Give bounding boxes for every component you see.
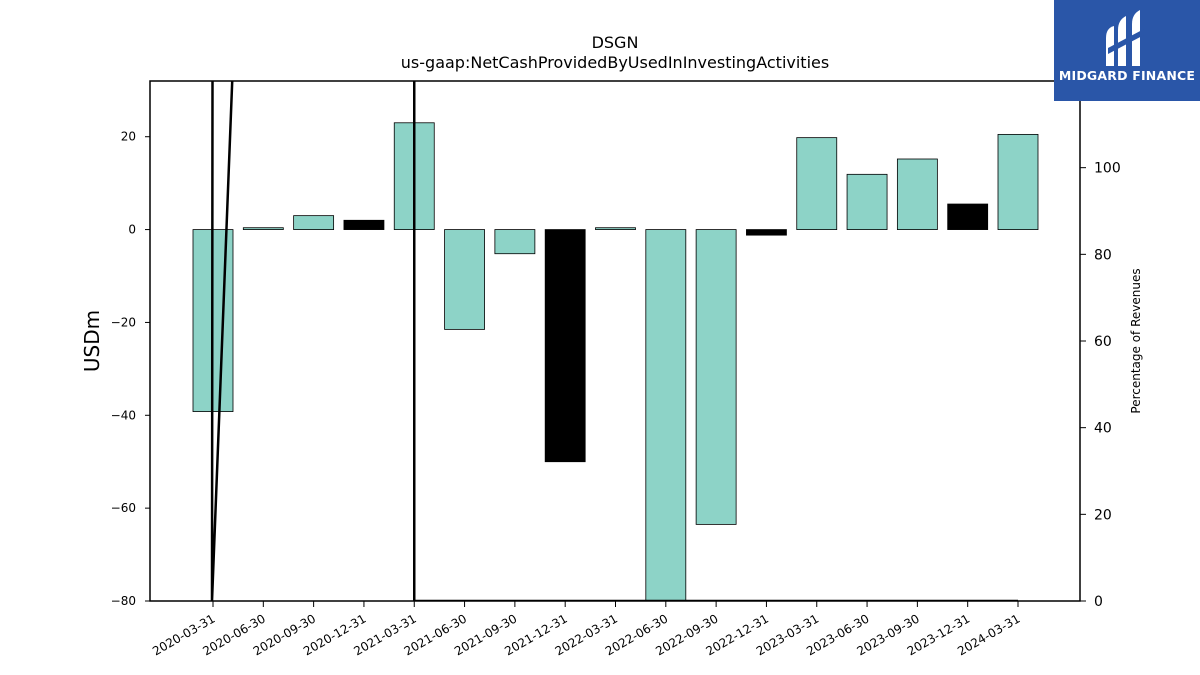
bar-2021-12-31: [544, 229, 586, 463]
y2-tick-label: 20: [1094, 507, 1112, 523]
bar-2021-06-30: [444, 229, 485, 330]
bar-2021-09-30: [494, 229, 536, 255]
bar-2020-12-31: [343, 219, 385, 230]
y-tick-label: 0: [128, 223, 136, 237]
bar-2023-06-30: [846, 173, 888, 230]
logo-mark-icon: [1106, 10, 1146, 66]
bar-2023-03-31: [796, 137, 838, 230]
bar-2022-03-31: [595, 227, 636, 230]
y2-tick-label: 100: [1094, 161, 1121, 177]
y2-tick-label: 60: [1094, 334, 1112, 350]
y-tick-label: −20: [111, 315, 136, 329]
chart-title: DSGN: [592, 33, 639, 52]
y-tick-label: −80: [111, 594, 136, 608]
y-tick-label: −60: [111, 501, 136, 515]
bar-2023-12-31: [947, 203, 989, 230]
bar-2022-09-30: [695, 229, 737, 525]
y-tick-label: 20: [121, 130, 136, 144]
bar-2022-06-30: [645, 229, 687, 602]
y2-tick-label: 80: [1094, 247, 1112, 263]
chart-subtitle: us-gaap:NetCashProvidedByUsedInInvesting…: [401, 53, 829, 72]
bar-2022-12-31: [746, 229, 787, 236]
bar-2023-09-30: [896, 158, 938, 230]
y-axis-label: USDm: [80, 310, 104, 372]
bar-2024-03-31: [997, 133, 1039, 230]
bar-2020-06-30: [242, 227, 284, 230]
brand-name: MIDGARD FINANCE: [1058, 68, 1196, 83]
y2-tick-label: 40: [1094, 421, 1112, 437]
y2-tick-label: 0: [1094, 594, 1103, 610]
brand-logo: MIDGARD FINANCE: [1054, 0, 1200, 101]
percentage-line: [210, 81, 1018, 601]
bar-2020-09-30: [293, 215, 335, 230]
plot-frame: [149, 80, 1081, 602]
y-tick-label: −40: [111, 408, 136, 422]
y2-axis-label: Percentage of Revenues: [1129, 268, 1143, 413]
